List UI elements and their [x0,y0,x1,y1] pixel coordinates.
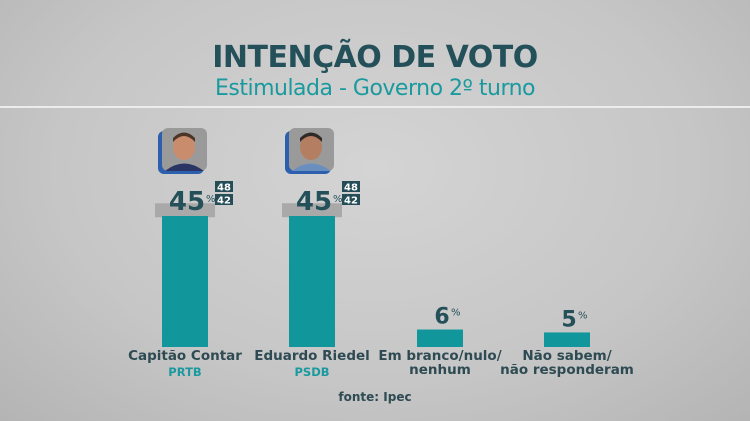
category-label: Não sabem/não responderam [487,349,647,377]
bar [544,332,590,347]
chart-subtitle: Estimulada - Governo 2º turno [214,76,536,101]
category-label-line: nenhum [409,362,471,378]
hair-icon [300,132,322,142]
category-label-line: Não sabem/ [522,348,612,364]
category-label-line: não responderam [500,362,634,378]
category-label: Em branco/nulo/nenhum [360,349,520,377]
shirt-icon [165,163,204,171]
margin-lower-value: 42 [217,196,231,207]
margin-lower-badge [342,194,360,205]
percent-sign: % [333,194,343,205]
source-note: fonte: Ipec [338,390,412,404]
category-label-line: Capitão Contar [128,348,242,364]
bar [162,216,208,347]
value-label: 6 [434,305,449,330]
margin-upper-badge [215,181,233,192]
margin-upper-value: 48 [344,183,358,194]
margin-upper-badge [342,181,360,192]
value-label: 45 [169,187,205,217]
value-label: 45 [296,187,332,217]
hair-icon [173,132,195,142]
face-icon [300,134,322,160]
margin-band [155,203,215,218]
margin-band [282,203,342,218]
percent-sign: % [206,194,216,205]
margin-upper-value: 48 [217,183,231,194]
category-label: Eduardo Riedel [232,349,392,363]
category-label: Capitão Contar [105,349,265,363]
face-icon [173,134,195,160]
margin-lower-value: 42 [344,196,358,207]
value-label: 5 [561,307,576,332]
chart-title: INTENÇÃO DE VOTO [212,40,538,75]
percent-sign: % [451,308,461,319]
margin-lower-badge [215,194,233,205]
divider [0,106,750,108]
bar [289,216,335,347]
party-label: PSDB [294,365,330,379]
bar [417,329,463,347]
shirt-icon [292,163,331,171]
category-label-line: Eduardo Riedel [254,348,370,364]
percent-sign: % [578,310,588,321]
party-label: PRTB [168,365,202,379]
category-label-line: Em branco/nulo/ [378,348,502,364]
